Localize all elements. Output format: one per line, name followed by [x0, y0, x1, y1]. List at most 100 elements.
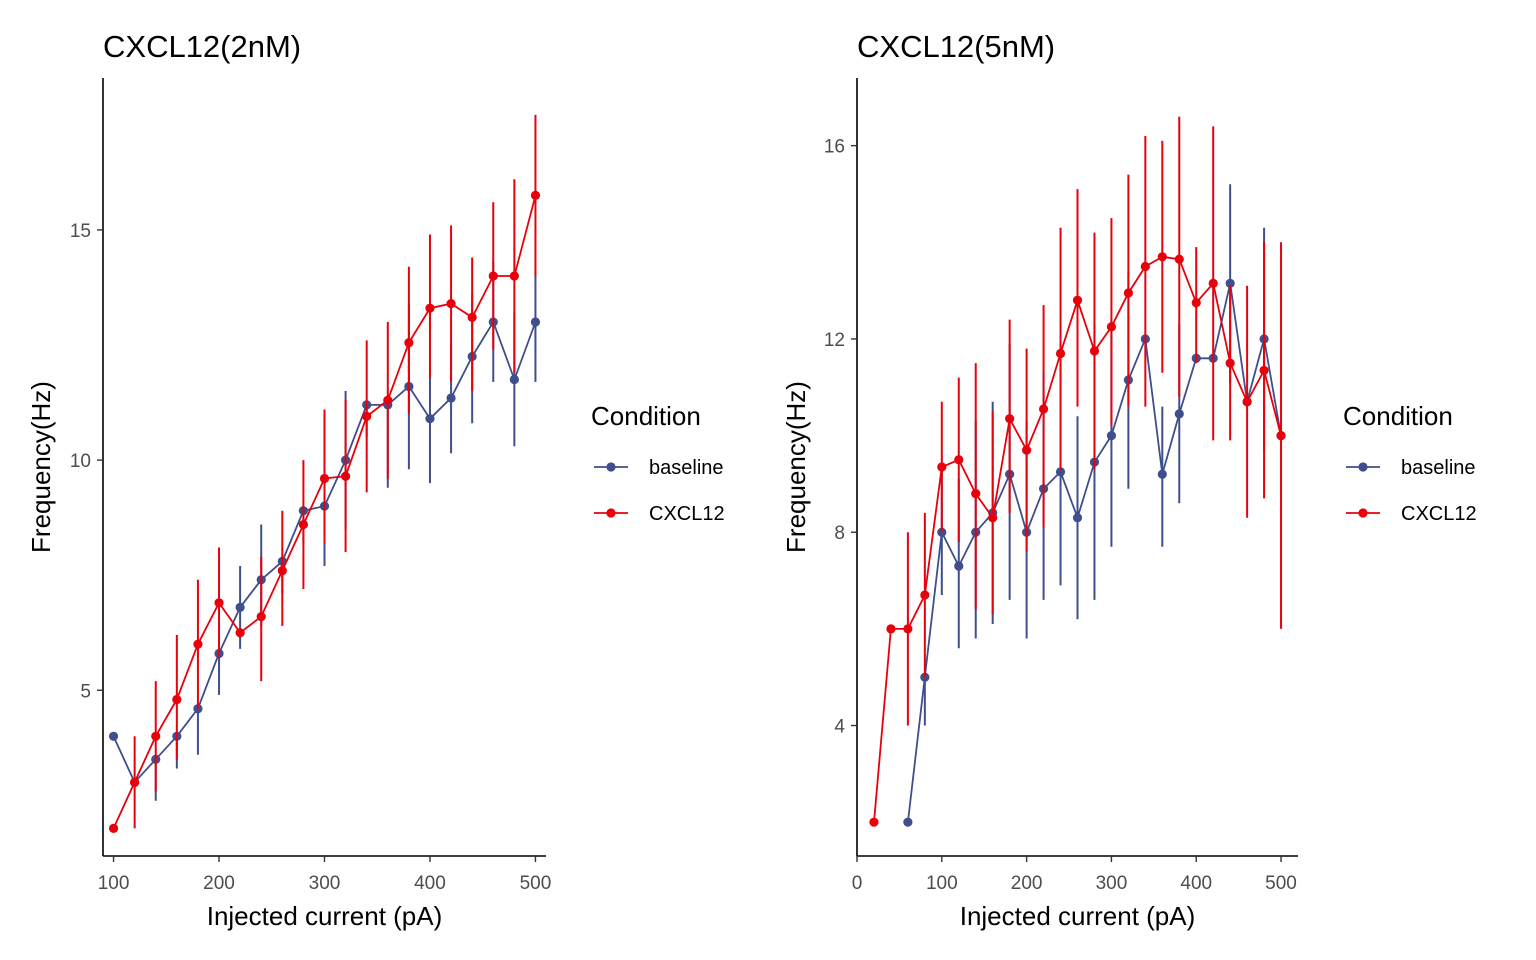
legend-key-point [1358, 462, 1368, 472]
data-point [937, 527, 947, 537]
data-point [1208, 278, 1218, 288]
x-tick-label: 100 [98, 873, 130, 894]
legend-key-point [606, 462, 616, 472]
data-point [108, 731, 119, 741]
data-point [1055, 467, 1066, 477]
data-point [404, 338, 414, 348]
data-point [319, 473, 330, 484]
data-point [425, 414, 435, 424]
data-point [1276, 430, 1286, 441]
data-point [362, 411, 372, 421]
data-point [1072, 295, 1083, 305]
x-tick-label: 500 [520, 873, 552, 894]
chart-panel-1: CXCL12(2nM) 100 200 300 400 500 5 10 15 Injected … [26, 29, 725, 931]
y-tick-label: 16 [824, 137, 845, 158]
data-point [193, 639, 203, 649]
y-tick-label: 8 [834, 523, 845, 544]
x-tick-label: 300 [1096, 873, 1128, 894]
data-point [235, 602, 245, 613]
data-point [1106, 430, 1117, 441]
data-point [530, 190, 541, 200]
data-point [235, 628, 245, 638]
data-point [446, 393, 456, 403]
legend: Condition baseline CXCL12 [591, 401, 725, 525]
data-point [467, 312, 477, 322]
data-point [1106, 322, 1117, 332]
x-axis-title: Injected current (pA) [207, 901, 443, 931]
chart-title: CXCL12(5nM) [857, 29, 1055, 64]
y-tick-label: 4 [834, 717, 845, 738]
data-point [1123, 288, 1133, 298]
data-point [298, 519, 309, 530]
data-point [937, 462, 947, 472]
series-cxcl12 [869, 116, 1286, 827]
y-tick-label: 10 [70, 451, 91, 472]
data-point [1038, 404, 1049, 414]
x-tick-label: 400 [414, 873, 446, 894]
legend-title: Condition [1343, 401, 1453, 431]
data-point [1157, 469, 1167, 479]
data-point [1174, 254, 1184, 264]
data-point [886, 624, 896, 634]
x-tick-label: 100 [926, 873, 958, 894]
series-cxcl12 [108, 114, 541, 833]
legend-label: baseline [649, 457, 724, 479]
data-point [425, 303, 435, 313]
y-axis-title: Frequency(Hz) [781, 381, 811, 553]
data-point [954, 561, 964, 571]
data-point [214, 598, 224, 608]
data-point [954, 455, 964, 465]
data-point [1225, 358, 1235, 368]
data-point [488, 271, 498, 281]
legend-label: CXCL12 [1401, 503, 1477, 525]
data-point [1174, 409, 1184, 419]
y-tick-label: 5 [80, 681, 91, 702]
y-tick-label: 15 [70, 221, 91, 242]
data-point [383, 395, 393, 405]
legend-title: Condition [591, 401, 701, 431]
data-point [277, 565, 287, 576]
data-point [971, 488, 981, 499]
data-point [509, 271, 519, 281]
data-point [1157, 252, 1167, 262]
legend-key-point [606, 508, 616, 518]
data-point [988, 513, 998, 523]
data-point [920, 590, 930, 600]
data-point [1242, 397, 1252, 407]
data-point [1089, 346, 1100, 356]
x-tick-label: 500 [1265, 873, 1297, 894]
data-point [1191, 298, 1201, 308]
data-point [256, 612, 266, 622]
data-point [130, 777, 140, 787]
x-tick-label: 400 [1180, 873, 1212, 894]
x-axis-title: Injected current (pA) [960, 901, 1196, 931]
legend: Condition baseline CXCL12 [1343, 401, 1477, 525]
data-point [151, 731, 161, 741]
data-point [1225, 278, 1235, 288]
data-point [903, 817, 913, 827]
data-point [1259, 365, 1269, 375]
y-axis-title: Frequency(Hz) [26, 381, 56, 553]
data-point [1072, 513, 1083, 523]
data-point [108, 823, 119, 833]
legend-label: baseline [1401, 457, 1476, 479]
data-point [340, 471, 351, 481]
data-point [1005, 414, 1015, 424]
x-tick-label: 0 [852, 873, 863, 894]
data-point [903, 624, 913, 634]
data-point [1055, 348, 1066, 359]
data-point [509, 374, 519, 385]
data-point [530, 317, 541, 327]
data-point [172, 694, 182, 705]
data-point [1022, 445, 1032, 455]
x-tick-label: 200 [1011, 873, 1043, 894]
legend-label: CXCL12 [649, 503, 725, 525]
chart-panel-2: CXCL12(5nM) 0 100 200 300 400 500 4 8 12 16 Injecte… [781, 29, 1477, 931]
data-point [446, 298, 456, 309]
data-point [1140, 261, 1150, 272]
y-tick-label: 12 [824, 330, 845, 351]
x-tick-label: 300 [309, 873, 341, 894]
data-point [869, 817, 879, 827]
